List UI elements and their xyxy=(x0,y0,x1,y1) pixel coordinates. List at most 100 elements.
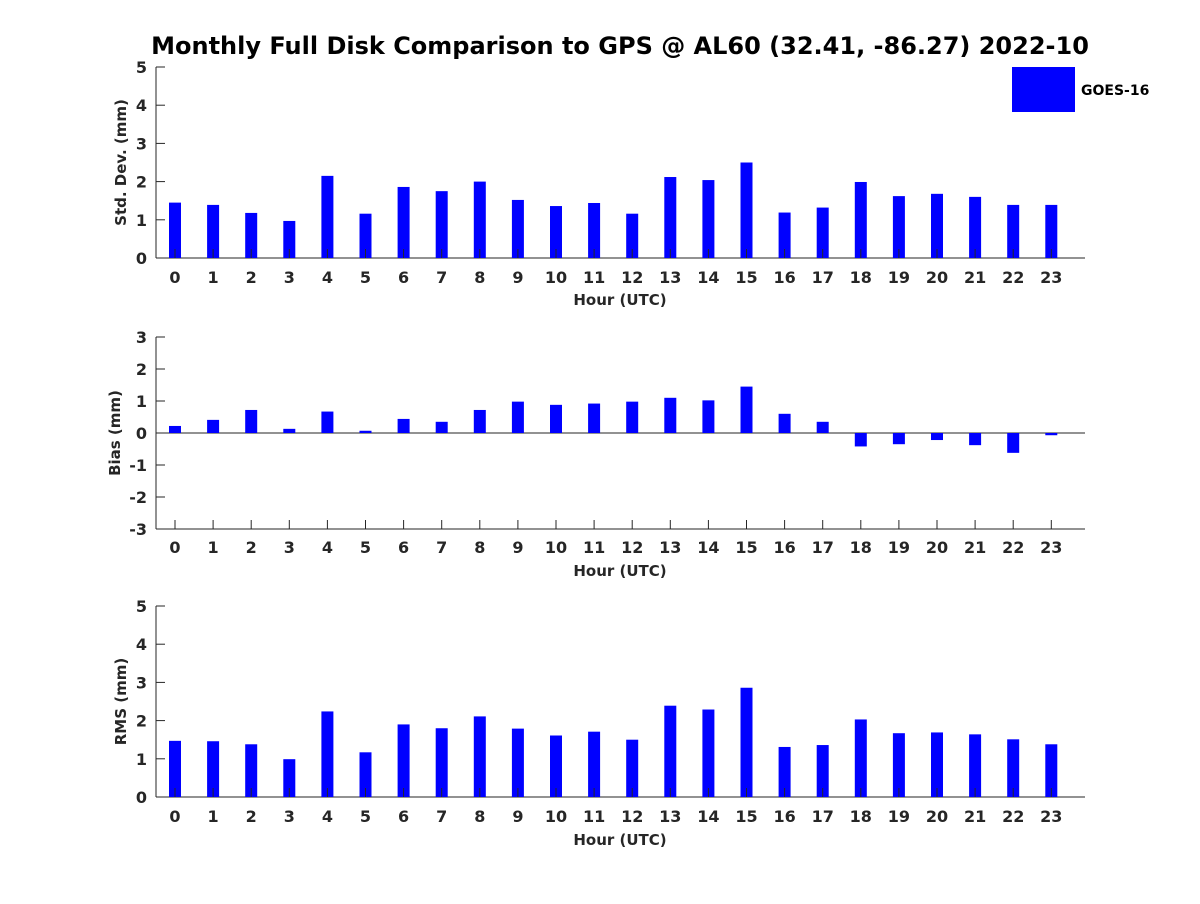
x-tick-label: 10 xyxy=(545,268,567,287)
bar xyxy=(588,202,601,258)
x-tick-label: 6 xyxy=(398,268,409,287)
y-tick-label: -3 xyxy=(129,520,147,539)
bar xyxy=(245,212,258,258)
x-tick-label: 12 xyxy=(621,268,643,287)
bar xyxy=(321,175,334,258)
bar xyxy=(702,709,715,797)
bar xyxy=(588,731,601,797)
x-tick-label: 5 xyxy=(360,268,371,287)
x-tick-label: 1 xyxy=(208,268,219,287)
bar xyxy=(359,752,372,797)
x-tick-label: 22 xyxy=(1002,268,1024,287)
x-tick-label: 5 xyxy=(360,807,371,826)
bar xyxy=(169,740,181,797)
bar xyxy=(626,213,639,258)
y-tick-label: 1 xyxy=(136,750,147,769)
y-tick-label: 2 xyxy=(136,173,147,192)
y-tick-label: 2 xyxy=(136,360,147,379)
y-axis-label: Bias (mm) xyxy=(106,390,124,476)
bar xyxy=(854,181,867,258)
x-tick-label: 3 xyxy=(284,807,295,826)
y-tick-label: 2 xyxy=(136,712,147,731)
x-tick-label: 7 xyxy=(436,807,447,826)
x-axis-label: Hour (UTC) xyxy=(573,562,666,580)
legend-label: GOES-16 xyxy=(1081,83,1149,99)
bar xyxy=(397,724,410,797)
y-tick-label: 0 xyxy=(136,424,147,443)
bar xyxy=(1007,433,1020,453)
x-tick-label: 3 xyxy=(284,268,295,287)
x-tick-label: 22 xyxy=(1002,538,1024,557)
bar xyxy=(397,418,410,433)
y-tick-label: 0 xyxy=(136,249,147,268)
x-axis-label: Hour (UTC) xyxy=(573,831,666,849)
x-tick-label: 20 xyxy=(926,807,948,826)
x-tick-label: 8 xyxy=(474,807,485,826)
y-tick-label: 3 xyxy=(136,134,147,153)
x-tick-label: 9 xyxy=(512,538,523,557)
bar xyxy=(207,741,220,797)
x-tick-label: 15 xyxy=(735,268,757,287)
bar xyxy=(245,744,258,797)
x-tick-label: 8 xyxy=(474,538,485,557)
x-tick-label: 19 xyxy=(888,538,910,557)
bar xyxy=(854,433,867,447)
bar xyxy=(892,733,905,797)
y-tick-label: 0 xyxy=(136,788,147,807)
legend: GOES-16 xyxy=(1012,67,1149,112)
y-axis-label: Std. Dev. (mm) xyxy=(112,99,130,226)
x-tick-label: 21 xyxy=(964,268,986,287)
x-tick-label: 16 xyxy=(773,268,795,287)
y-tick-label: -1 xyxy=(129,456,147,475)
bar xyxy=(892,196,905,258)
x-tick-label: 17 xyxy=(812,538,834,557)
bar xyxy=(740,687,753,797)
bar xyxy=(321,711,334,797)
x-tick-label: 11 xyxy=(583,538,605,557)
x-tick-label: 6 xyxy=(398,538,409,557)
bar xyxy=(931,193,943,258)
x-tick-label: 8 xyxy=(474,268,485,287)
x-tick-label: 21 xyxy=(964,807,986,826)
bar xyxy=(169,202,181,258)
y-axis-label: RMS (mm) xyxy=(112,658,130,745)
x-tick-label: 21 xyxy=(964,538,986,557)
x-tick-label: 23 xyxy=(1040,807,1062,826)
x-tick-label: 16 xyxy=(773,807,795,826)
y-tick-label: 4 xyxy=(136,96,147,115)
x-tick-label: 12 xyxy=(621,538,643,557)
bar xyxy=(283,428,296,433)
bar xyxy=(664,705,677,797)
x-tick-label: 4 xyxy=(322,538,333,557)
x-tick-label: 22 xyxy=(1002,807,1024,826)
bar xyxy=(931,732,943,797)
bar xyxy=(169,425,181,433)
x-tick-label: 9 xyxy=(512,268,523,287)
x-tick-label: 20 xyxy=(926,268,948,287)
bar xyxy=(778,413,791,433)
bar xyxy=(740,162,753,258)
bar xyxy=(473,409,486,433)
x-tick-label: 2 xyxy=(246,807,257,826)
bar xyxy=(435,728,448,797)
x-tick-label: 1 xyxy=(208,538,219,557)
bar xyxy=(816,207,829,258)
legend-swatch xyxy=(1012,67,1075,112)
x-axis-label: Hour (UTC) xyxy=(573,291,666,309)
y-tick-label: 4 xyxy=(136,635,147,654)
bar xyxy=(969,734,982,797)
x-tick-label: 14 xyxy=(697,268,719,287)
bar xyxy=(1045,744,1058,797)
x-tick-label: 18 xyxy=(850,807,872,826)
bar xyxy=(969,433,982,446)
bar xyxy=(740,386,753,433)
bar xyxy=(854,719,867,797)
bar xyxy=(931,433,943,441)
x-tick-label: 10 xyxy=(545,538,567,557)
bar xyxy=(207,204,220,258)
bar xyxy=(816,421,829,433)
bar xyxy=(245,409,258,433)
x-tick-label: 23 xyxy=(1040,538,1062,557)
bar xyxy=(550,404,562,433)
